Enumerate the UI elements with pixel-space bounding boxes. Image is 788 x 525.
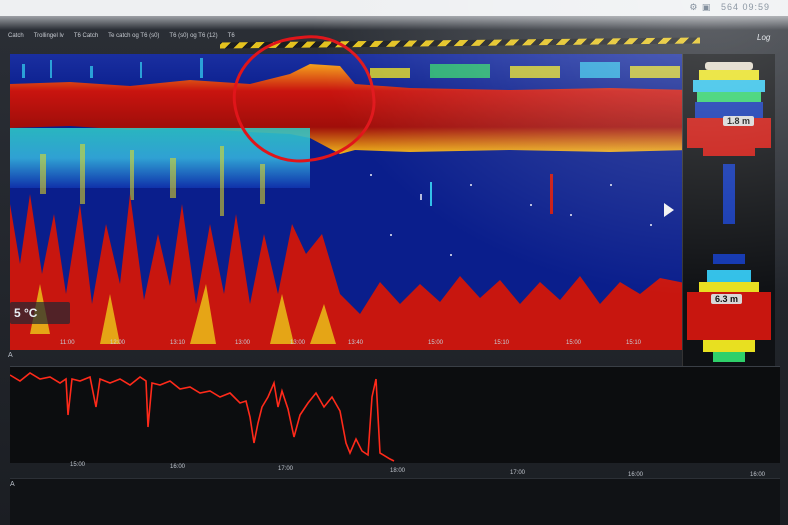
lower-panel-header: A (8, 352, 768, 364)
time-tick: 13:40 (348, 340, 364, 346)
tab-4[interactable]: T6 (s0) og T6 (12) (169, 33, 218, 39)
lower-tick: 16:00 (170, 464, 186, 470)
water-column-noise (40, 144, 265, 216)
time-tick: 15:00 (428, 340, 444, 346)
settings-icon[interactable]: ⚙ (689, 2, 699, 12)
seabed-echo (10, 194, 690, 350)
time-axis: 11:00 12:00 13:10 13:00 13:00 13:40 15:0… (10, 338, 690, 352)
time-tick: 15:10 (494, 340, 510, 346)
depth-top-label: 1.8 m (723, 116, 755, 126)
time-tick: 13:00 (235, 340, 251, 346)
trace-panel (10, 366, 780, 463)
tab-5[interactable]: T6 (227, 33, 235, 39)
bottom-panel-label: A (10, 481, 15, 488)
depth-scale-panel: 1.8 m 6.3 m (682, 54, 775, 366)
tab-3[interactable]: Te catch og T6 (s0) (108, 33, 160, 39)
time-tick: 15:00 (566, 340, 582, 346)
time-tick: 13:00 (290, 340, 306, 346)
lower-tick: 17:00 (278, 466, 294, 472)
surface-speckle (22, 58, 680, 78)
lower-tick: 17:00 (510, 470, 526, 476)
play-icon[interactable] (664, 203, 674, 217)
lower-tick: 18:00 (390, 468, 406, 474)
trace-line (10, 372, 395, 462)
depth-scale-graphic (687, 62, 771, 362)
toolbar-icons[interactable]: ⚙ ▣ 564 09:59 (689, 2, 770, 13)
toolbar-icon[interactable]: ▣ (701, 2, 712, 12)
lower-tick: 16:00 (628, 472, 644, 478)
fish-dots (370, 174, 652, 256)
temperature-readout: 5 °C (10, 302, 70, 324)
tab-0[interactable]: Catch (8, 33, 24, 39)
echogram (10, 54, 690, 350)
time-tick: 12:00 (110, 340, 126, 346)
bottom-panel: A (10, 478, 780, 525)
tab-1[interactable]: Trollingel lv (33, 33, 64, 39)
surface-layer (10, 64, 690, 154)
lower-tick: 15:00 (70, 462, 86, 468)
status-text: 564 09:59 (720, 2, 770, 12)
time-tick: 15:10 (626, 340, 642, 346)
top-toolbar: ⚙ ▣ 564 09:59 (0, 0, 788, 16)
depth-bottom-label: 6.3 m (711, 294, 743, 304)
lower-tick: 16:00 (750, 472, 766, 478)
log-button[interactable]: Log (757, 33, 771, 42)
lower-time-axis: 15:00 16:00 17:00 18:00 17:00 16:00 16:0… (10, 456, 780, 478)
tab-bar: Catch Trollingel lv T6 Catch Te catch og… (8, 33, 235, 39)
time-tick: 13:10 (170, 340, 186, 346)
time-tick: 11:00 (60, 340, 75, 346)
lower-panel-label: A (8, 352, 13, 359)
tab-2[interactable]: T6 Catch (73, 33, 99, 39)
